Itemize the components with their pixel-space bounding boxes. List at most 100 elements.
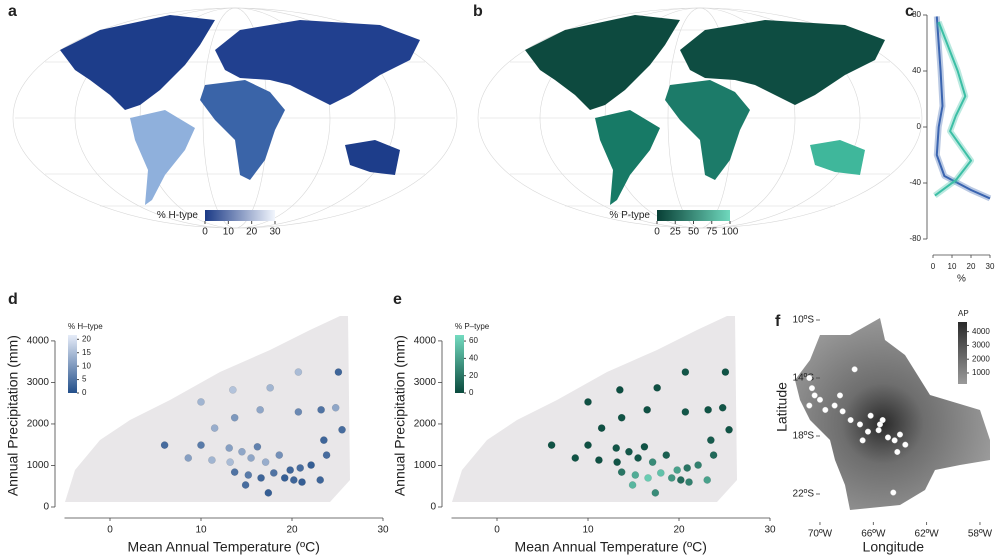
point <box>338 425 346 434</box>
point <box>307 461 315 469</box>
point <box>634 454 642 462</box>
climate-space <box>65 316 350 502</box>
x-tick-label: 0 <box>494 525 500 536</box>
site <box>806 375 813 382</box>
y-tick-label: 22ºS <box>793 489 815 500</box>
site <box>816 396 823 403</box>
x-tick-label: 20 <box>673 525 685 536</box>
point <box>331 403 340 412</box>
x-axis-title: % <box>957 274 966 285</box>
colorbar-tick-label: 15 <box>82 348 91 357</box>
point <box>653 383 662 392</box>
colorbar-tick-label: 20 <box>469 371 478 380</box>
x-tick-label: 58ºW <box>968 529 993 540</box>
point <box>238 447 246 456</box>
point <box>256 405 264 414</box>
point <box>662 451 671 459</box>
point <box>704 405 712 414</box>
point <box>322 451 331 459</box>
point <box>317 405 325 414</box>
colorbar-tick-label: 10 <box>82 361 91 370</box>
colorbar-tick-label: 20 <box>246 227 258 238</box>
x-tick-label: 30 <box>764 525 776 536</box>
x-tick-label: 20 <box>967 262 976 271</box>
legend-title: % H–type <box>68 322 103 331</box>
point <box>681 408 690 416</box>
point <box>266 383 275 392</box>
point <box>210 424 219 432</box>
site <box>902 441 909 448</box>
site <box>851 366 858 373</box>
point <box>595 456 603 464</box>
point <box>613 458 621 467</box>
x-tick-label: 0 <box>931 262 936 271</box>
point <box>673 466 682 474</box>
point <box>294 368 303 376</box>
point <box>725 425 733 434</box>
map-a <box>12 7 458 229</box>
y-tick-label: 0 <box>430 502 436 513</box>
x-axis-title: Longitude <box>863 539 925 555</box>
site <box>822 406 829 413</box>
site <box>896 431 903 438</box>
point <box>685 478 693 486</box>
colorbar <box>68 335 77 393</box>
y-axis-title: Annual Precipitation (mm) <box>392 335 408 496</box>
y-tick-label: 2000 <box>414 419 437 430</box>
legend-title: % H-type <box>157 210 199 221</box>
y-tick-label: 14ºS <box>793 373 815 384</box>
colorbar-tick-label: 60 <box>469 336 478 345</box>
point <box>230 413 239 422</box>
y-tick-label: 40 <box>912 66 921 75</box>
point <box>280 474 289 482</box>
point <box>584 398 592 406</box>
point <box>226 458 234 467</box>
point <box>651 489 660 497</box>
x-axis-title: Mean Annual Temperature (ºC) <box>515 539 707 555</box>
y-tick-label: 18ºS <box>793 431 815 442</box>
point <box>197 398 205 406</box>
y-tick-label: 1000 <box>414 460 437 471</box>
colorbar-tick-label: 4000 <box>972 327 990 336</box>
colorbar-tick-label: 0 <box>202 227 208 238</box>
point <box>703 476 712 484</box>
point <box>247 454 255 462</box>
y-tick-label: 0 <box>43 502 49 513</box>
point <box>230 468 239 476</box>
point <box>261 458 270 467</box>
y-tick-label: -80 <box>909 234 921 243</box>
point <box>298 478 306 486</box>
colorbar <box>657 210 730 221</box>
point <box>640 442 649 451</box>
point <box>334 368 343 376</box>
y-tick-label: 4000 <box>414 336 437 347</box>
colorbar <box>205 210 275 221</box>
point <box>257 474 265 482</box>
point <box>707 436 715 444</box>
point <box>616 386 624 394</box>
point <box>547 441 556 449</box>
point <box>320 436 328 444</box>
point <box>244 471 253 479</box>
colorbar-tick-label: 50 <box>688 227 700 238</box>
y-tick-label: 80 <box>912 10 921 19</box>
point <box>617 413 626 422</box>
point <box>631 471 640 479</box>
panel-label: c <box>905 3 914 20</box>
point <box>584 441 592 449</box>
x-tick-label: 10 <box>195 525 207 536</box>
x-tick-label: 30 <box>377 525 389 536</box>
climate-space <box>452 316 737 502</box>
legend-title: AP <box>958 309 969 318</box>
point <box>681 368 690 376</box>
point <box>264 489 273 497</box>
x-tick-label: 0 <box>107 525 113 536</box>
point <box>718 403 727 412</box>
colorbar-tick-label: 0 <box>469 388 474 397</box>
point <box>225 444 234 452</box>
colorbar-tick-label: 20 <box>82 334 91 343</box>
site <box>806 402 813 409</box>
point <box>667 474 676 482</box>
point <box>571 454 580 462</box>
